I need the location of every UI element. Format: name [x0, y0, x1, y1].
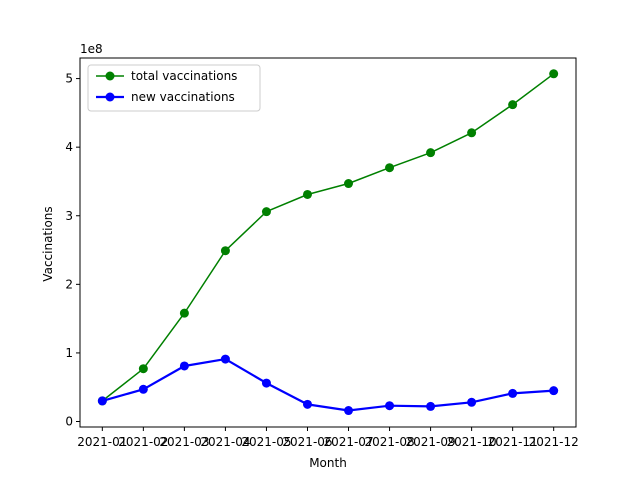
series-line-2: [102, 358, 554, 412]
data-point: [138, 384, 148, 394]
legend-label: new vaccinations: [131, 90, 235, 104]
y-tick-label: 1: [65, 346, 73, 360]
legend-marker: [105, 92, 115, 102]
legend: total vaccinations new vaccinations: [87, 64, 261, 112]
x-tick-label: 2021-06: [282, 435, 332, 449]
series-layer: [97, 69, 559, 416]
x-tick-label: 2021-05: [241, 435, 291, 449]
legend-marker: [105, 71, 115, 81]
data-point: [385, 163, 395, 173]
data-point: [549, 69, 559, 79]
y-tick-label: 0: [65, 415, 73, 429]
data-point: [508, 100, 518, 110]
data-point: [179, 361, 189, 371]
data-point: [220, 354, 230, 364]
y-axis-offset-label: 1e8: [80, 42, 103, 56]
y-tick-label: 3: [65, 209, 73, 223]
data-point: [467, 397, 477, 407]
x-tick-label: 2021-11: [488, 435, 538, 449]
data-point: [179, 308, 189, 318]
legend-label: total vaccinations: [131, 69, 237, 83]
data-point: [385, 401, 395, 411]
x-tick-label: 2021-02: [118, 435, 168, 449]
y-tick-label: 4: [65, 140, 73, 154]
data-point: [508, 388, 518, 398]
data-point: [302, 189, 312, 199]
x-axis-label: Month: [309, 456, 347, 470]
y-tick-label: 2: [65, 277, 73, 291]
x-tick-label: 2021-10: [447, 435, 497, 449]
data-point: [261, 378, 271, 388]
axes-layer: 2021-012021-022021-032021-042021-052021-…: [65, 57, 579, 449]
data-point: [261, 207, 271, 217]
data-point: [97, 396, 107, 406]
x-tick-label: 2021-12: [529, 435, 579, 449]
data-point: [302, 399, 312, 409]
data-point: [344, 179, 354, 189]
x-tick-label: 2021-07: [323, 435, 373, 449]
x-tick-label: 2021-08: [364, 435, 414, 449]
data-point: [426, 148, 436, 158]
y-axis-label: Vaccinations: [41, 206, 55, 281]
x-tick-label: 2021-03: [159, 435, 209, 449]
y-tick-label: 5: [65, 72, 73, 86]
legend-box: [87, 64, 261, 112]
x-tick-label: 2021-04: [200, 435, 250, 449]
x-tick-label: 2021-09: [406, 435, 456, 449]
data-point: [344, 406, 354, 416]
data-point: [549, 386, 559, 396]
data-point: [138, 364, 148, 374]
x-tick-label: 2021-01: [77, 435, 127, 449]
data-point: [426, 401, 436, 411]
plot-frame: [79, 57, 577, 428]
data-point: [467, 128, 477, 138]
series-line-1: [101, 73, 555, 402]
data-point: [220, 246, 230, 256]
